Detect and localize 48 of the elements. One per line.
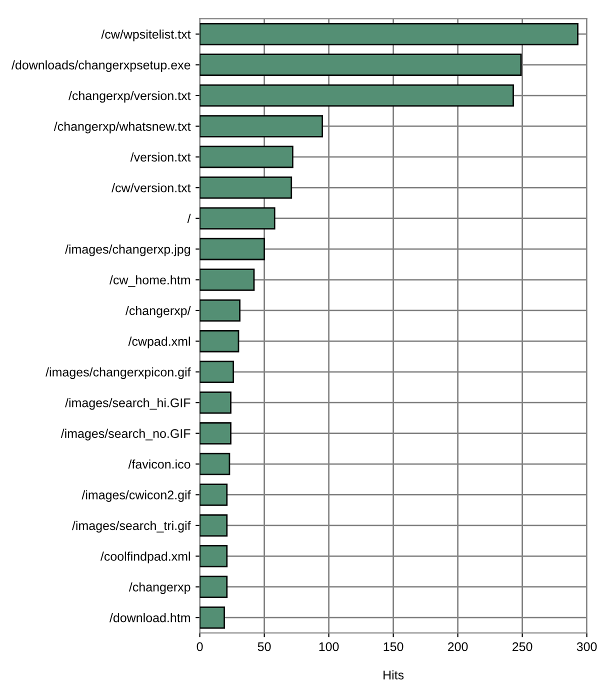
y-tick-label: /downloads/changerxpsetup.exe: [11, 60, 190, 72]
bar: [200, 54, 522, 76]
x-tick-label: 100: [319, 642, 339, 652]
y-tick-label: /version.txt: [130, 152, 191, 162]
y-tick-label: /download.htm: [109, 613, 190, 622]
bar: [200, 360, 234, 384]
y-tick-label: /images/changerxp.jpg: [65, 244, 190, 256]
y-tick-label: /cw/version.txt: [112, 183, 191, 192]
y-tick-label: /changerxp/whatsnew.txt: [54, 122, 191, 134]
bar: [200, 606, 226, 629]
bar: [200, 514, 228, 537]
bar: [200, 422, 232, 444]
bar: [200, 84, 514, 107]
bar: [200, 176, 292, 199]
bar: [200, 238, 265, 260]
y-tick-label: /cwpad.xml: [128, 336, 190, 348]
y-tick-label: /cw/wpsitelist.txt: [101, 30, 191, 42]
x-axis-title: Hits: [384, 670, 404, 680]
y-tick-label: /changerxp/: [125, 306, 191, 318]
x-tick-label: 200: [448, 642, 468, 652]
bar: [200, 207, 276, 230]
bar: [200, 146, 294, 168]
x-tick-label: 300: [576, 642, 597, 652]
y-tick-label: /: [187, 214, 191, 223]
y-tick-label: /cw_home.htm: [109, 275, 190, 287]
bar: [200, 115, 324, 138]
y-tick-label: /images/search_tri.gif: [72, 520, 191, 533]
y-tick-label: /coolfindpad.xml: [100, 552, 190, 564]
bar: [200, 576, 228, 598]
x-tick-label: 0: [196, 642, 203, 652]
bar: [200, 452, 230, 476]
y-tick-label: /images/cwicon2.gif: [82, 490, 191, 502]
y-tick-label: /images/search_no.GIF: [60, 428, 190, 440]
bar: [200, 484, 228, 506]
y-tick-label: /images/search_hi.GIF: [65, 398, 190, 410]
y-tick-label: /favicon.ico: [128, 459, 190, 469]
y-tick-label: /images/changerxpicon.gif: [46, 367, 191, 380]
bar: [200, 268, 255, 291]
bar: [200, 299, 240, 322]
x-tick-label: 150: [384, 642, 404, 652]
bar: [200, 391, 232, 414]
bar: [200, 545, 228, 568]
bar: [200, 330, 240, 352]
y-tick-label: /changerxp: [128, 582, 190, 594]
bar: [200, 22, 578, 46]
x-tick-label: 50: [258, 642, 271, 652]
y-tick-label: /changerxp/version.txt: [68, 90, 191, 103]
x-tick-label: 250: [512, 642, 532, 652]
